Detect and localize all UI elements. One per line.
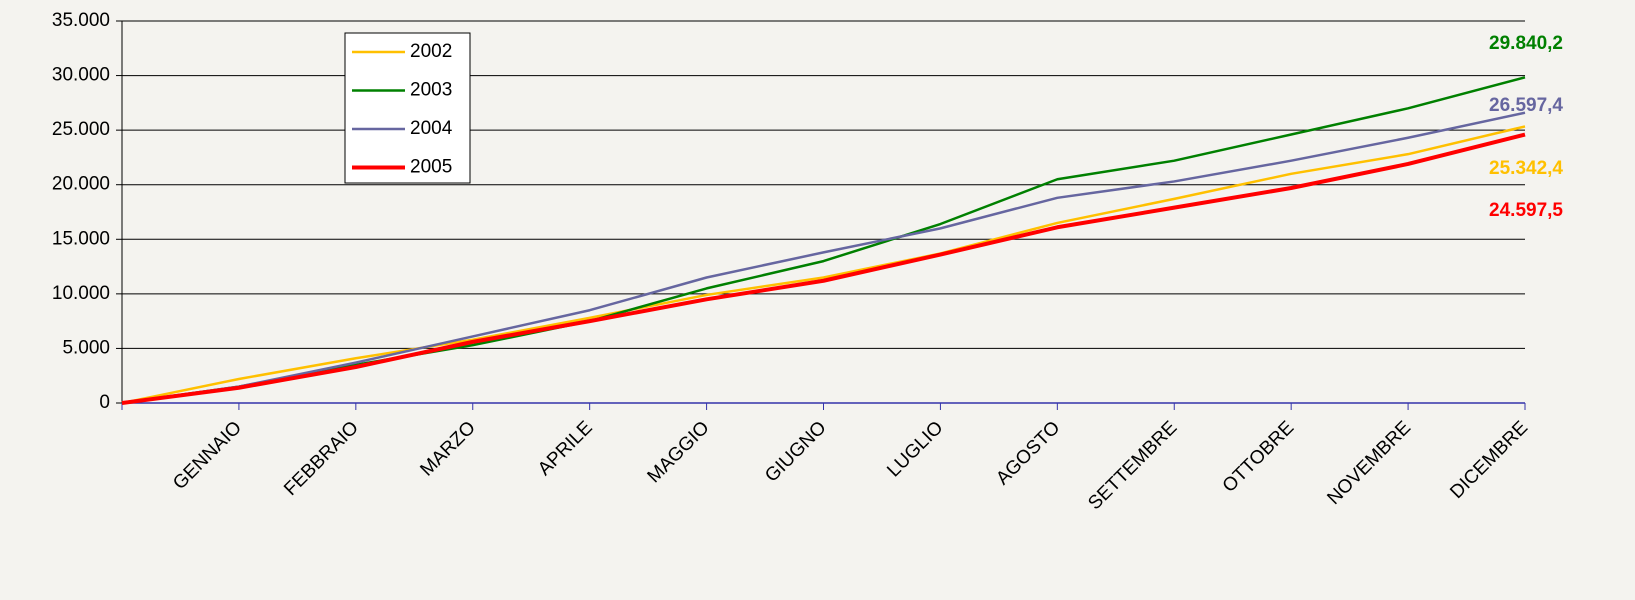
x-tick-label: APRILE [534,417,597,480]
y-tick-label: 25.000 [52,119,110,140]
series-line [121,111,1526,405]
value-label: 29.840,2 [1489,33,1563,54]
y-tick-label: 20.000 [52,174,110,195]
series-line [121,125,1526,405]
value-label: 26.597,4 [1489,95,1563,116]
x-tick-label: DICEMBRE [1446,417,1532,503]
y-tick-label: 10.000 [52,283,110,304]
legend-label: 2003 [410,80,452,101]
y-tick-label: 15.000 [52,228,110,249]
y-tick-label: 0 [99,392,110,413]
x-tick-label: GENNAIO [169,417,246,494]
value-label: 24.597,5 [1489,200,1563,221]
x-tick-label: LUGLIO [883,417,947,481]
legend-label: 2005 [410,157,452,178]
legend-label: 2002 [410,41,452,62]
series-line [121,132,1526,405]
legend-box [344,32,471,184]
y-tick-label: 35.000 [52,10,110,31]
x-tick-label: NOVEMBRE [1323,417,1415,509]
x-tick-label: MAGGIO [644,417,714,487]
y-tick-label: 30.000 [52,65,110,86]
x-tick-label: SETTEMBRE [1084,417,1181,514]
x-tick-label: OTTOBRE [1219,417,1299,497]
x-tick-label: FEBBRAIO [280,417,363,500]
legend-label: 2004 [410,118,453,139]
x-tick-label: MARZO [416,417,479,480]
x-tick-label: GIUGNO [761,417,830,486]
legend: 2002 2003 2004 2005 [344,32,471,184]
series-line [121,76,1526,405]
value-label: 25.342,4 [1489,158,1563,179]
y-tick-label: 5.000 [62,337,110,358]
x-tick-label: AGOSTO [992,417,1064,489]
